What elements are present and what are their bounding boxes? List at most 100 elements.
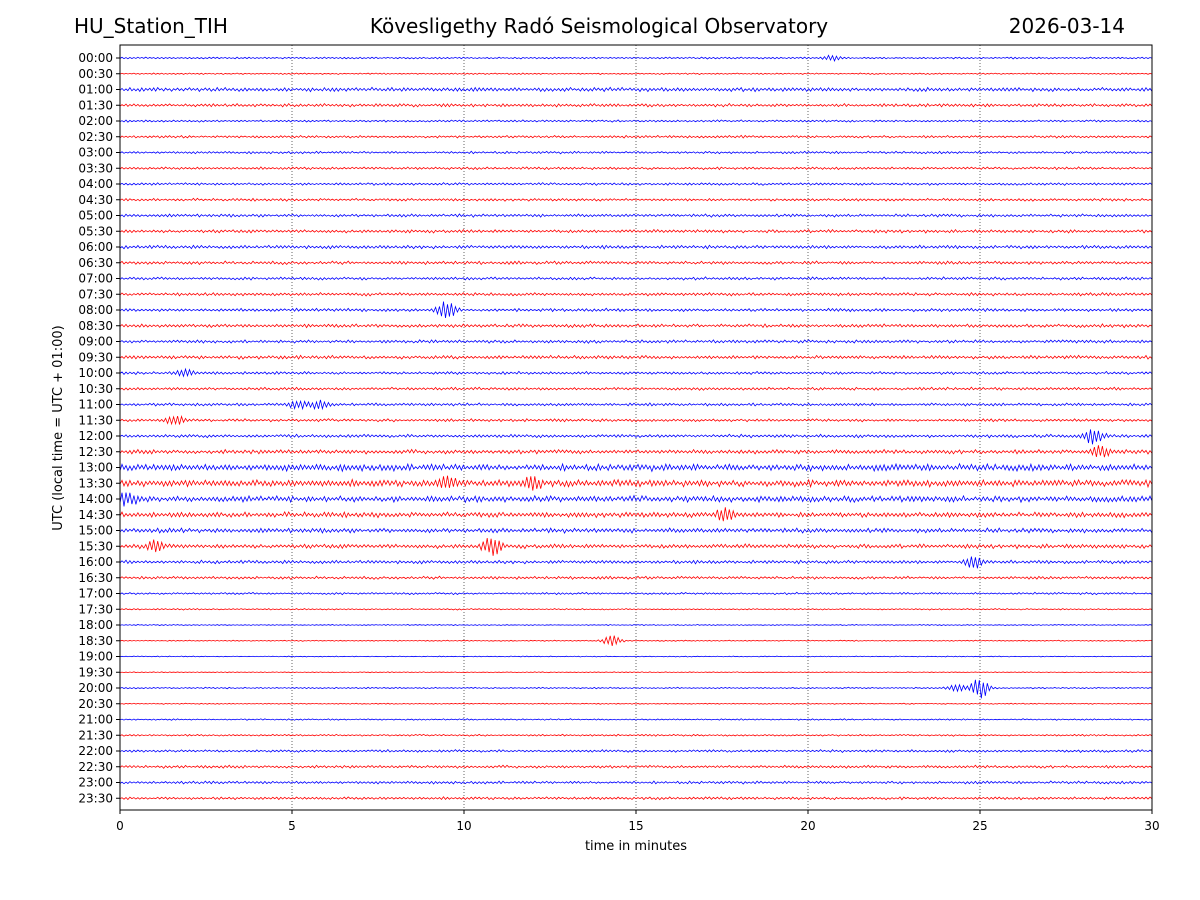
trace-1330 [119,475,1153,491]
trace-0300 [119,150,1153,155]
trace-0900 [119,339,1153,344]
y-tick-label: 00:30 [78,67,113,81]
trace-1100 [119,399,1153,411]
trace-1830 [119,635,1153,647]
trace-0430 [119,197,1153,202]
trace-0100 [119,86,1153,93]
y-tick-label: 09:30 [78,350,113,364]
y-tick-label: 00:00 [78,51,113,65]
y-tick-label: 10:00 [78,366,113,380]
trace-1600 [119,556,1153,569]
trace-1800 [119,623,1153,626]
y-tick-label: 10:30 [78,382,113,396]
trace-0830 [119,323,1153,329]
y-tick-label: 23:30 [78,791,113,805]
y-tick-label: 17:30 [78,602,113,616]
y-tick-label: 06:30 [78,256,113,270]
trace-0200 [119,119,1153,123]
x-axis: 0 5 10 15 20 25 30 [116,810,1160,833]
y-tick-label: 09:00 [78,335,113,349]
chart-title: Kövesligethy Radó Seismological Observat… [369,14,829,38]
trace-2100 [119,718,1153,721]
y-tick-label: 01:30 [78,98,113,112]
y-tick-label: 02:00 [78,114,113,128]
y-tick-label: 06:00 [78,240,113,254]
trace-2000 [119,679,1153,699]
trace-2330 [119,796,1153,801]
chart-date: 2026-03-14 [1008,14,1125,38]
x-tick-label: 0 [116,819,124,833]
trace-1230 [119,445,1153,458]
trace-2030 [119,702,1153,705]
y-tick-label: 22:30 [78,760,113,774]
y-tick-label: 19:00 [78,650,113,664]
trace-0730 [119,291,1153,297]
trace-2130 [119,733,1153,737]
y-tick-label: 03:30 [78,161,113,175]
trace-1730 [119,608,1153,611]
trace-2300 [119,780,1153,785]
trace-1500 [119,527,1153,534]
trace-1430 [119,507,1153,522]
y-tick-label: 12:00 [78,429,113,443]
trace-0530 [119,228,1153,234]
trace-0800 [119,301,1153,318]
y-tick-label: 03:00 [78,146,113,160]
y-tick-label: 15:30 [78,539,113,553]
y-tick-label: 04:30 [78,193,113,207]
y-tick-label: 21:30 [78,728,113,742]
y-tick-label: 05:30 [78,224,113,238]
trace-0400 [119,182,1153,186]
y-tick-label: 07:00 [78,272,113,286]
y-tick-label: 21:00 [78,713,113,727]
x-tick-label: 30 [1144,819,1159,833]
trace-0500 [119,213,1153,218]
x-tick-label: 10 [456,819,471,833]
trace-1900 [119,655,1153,658]
y-tick-label: 05:00 [78,209,113,223]
y-tick-label: 20:30 [78,697,113,711]
x-tick-label: 20 [800,819,815,833]
trace-0230 [119,134,1153,139]
trace-2230 [119,764,1153,769]
y-tick-label: 07:30 [78,287,113,301]
y-tick-label: 14:30 [78,508,113,522]
trace-0930 [119,354,1153,360]
y-tick-label: 02:30 [78,130,113,144]
x-tick-label: 25 [972,819,987,833]
trace-0000 [119,54,1153,62]
trace-0330 [119,166,1153,171]
y-tick-label: 16:00 [78,555,113,569]
station-name: HU_Station_TIH [74,14,228,38]
x-tick-label: 15 [628,819,643,833]
trace-1630 [119,575,1153,580]
y-tick-label: 19:30 [78,665,113,679]
y-axis-label: UTC (local time = UTC + 01:00) [51,325,66,530]
trace-1400 [119,492,1153,507]
y-tick-label: 15:00 [78,524,113,538]
trace-0130 [119,102,1153,108]
y-tick-label: 01:00 [78,83,113,97]
y-tick-label: 18:30 [78,634,113,648]
trace-1300 [119,462,1153,473]
y-tick-label: 14:00 [78,492,113,506]
trace-1930 [119,671,1153,674]
y-tick-label: 17:00 [78,587,113,601]
x-tick-label: 5 [288,819,296,833]
trace-1030 [119,386,1153,391]
trace-1200 [119,429,1153,445]
y-tick-label: 11:00 [78,398,113,412]
y-tick-label: 18:00 [78,618,113,632]
y-tick-label: 23:00 [78,776,113,790]
y-tick-label: 13:30 [78,476,113,490]
y-tick-label: 04:00 [78,177,113,191]
y-tick-label: 08:30 [78,319,113,333]
y-tick-label: 13:00 [78,461,113,475]
trace-0700 [119,276,1153,281]
trace-1000 [119,367,1153,378]
y-tick-label: 12:30 [78,445,113,459]
gridlines [291,45,981,810]
trace-2200 [119,749,1153,753]
